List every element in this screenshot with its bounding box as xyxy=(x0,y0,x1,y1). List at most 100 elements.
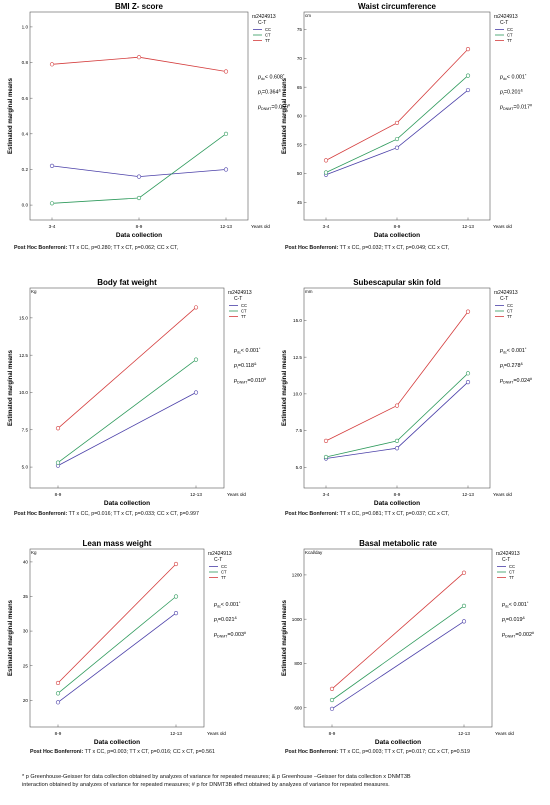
y-tick-label: 30 xyxy=(23,629,29,634)
x-tick-label: 12-13 xyxy=(190,492,202,497)
legend-title: rs2424913 xyxy=(252,14,276,20)
x-tick-label: 12-13 xyxy=(458,731,470,736)
plot-frame xyxy=(29,11,249,221)
data-point-tt xyxy=(394,403,400,408)
plot-frame xyxy=(29,287,225,489)
data-point-ct xyxy=(394,136,400,142)
stat-line-dnmt: pDNMT=0.010# xyxy=(233,377,266,385)
plot-frame xyxy=(303,11,491,221)
chart-title: Basal metabolic rate xyxy=(359,539,437,548)
legend-subtitle: C-T xyxy=(502,557,510,563)
data-point-tt xyxy=(461,570,467,575)
legend-title: rs2424913 xyxy=(228,290,252,296)
data-point-ct xyxy=(394,438,400,443)
legend-subtitle: C-T xyxy=(214,557,222,563)
x-tick-label: 12-13 xyxy=(462,492,474,497)
legend-label-cc: CC xyxy=(509,564,515,569)
y-axis-title: Estimated marginal means xyxy=(8,77,14,154)
posthoc-bmr: Post Hoc Bonferroni: TT x CC, p=0.003; T… xyxy=(285,749,470,755)
chart-1: Waist circumference cm 45 50 55 60 65 70 75 Estim… xyxy=(282,2,532,239)
chart-title: Body fat weight xyxy=(97,278,157,287)
x-tick-label: 8-9 xyxy=(394,492,401,497)
y-tick-label: 1200 xyxy=(292,573,303,578)
x-axis-title: Data collection xyxy=(94,739,140,746)
stat-line-i: pi=0.278& xyxy=(499,362,523,370)
y-tick-label: 0.2 xyxy=(22,167,29,172)
x-tick-label: 3-4 xyxy=(323,492,330,497)
data-point-tt xyxy=(49,62,55,67)
x-tick-label: 8-9 xyxy=(55,731,62,736)
y-axis-title: Estimated marginal means xyxy=(8,599,14,676)
data-point-ct xyxy=(223,131,229,136)
x-suffix-label: Years old xyxy=(227,492,246,497)
data-point-ct xyxy=(323,170,329,175)
series-line-ct xyxy=(57,359,197,463)
chart-title: BMI Z- score xyxy=(115,2,164,11)
legend-label-ct: CT xyxy=(241,309,247,314)
y-unit-label: Kg xyxy=(31,289,37,294)
x-tick-label: 3-4 xyxy=(49,224,56,229)
y-tick-label: 65 xyxy=(297,85,303,90)
stat-line-dnmt: pDNMT=0.002# xyxy=(501,631,534,639)
stat-line-dnmt: pDNMT=0.017# xyxy=(499,104,532,112)
series-line-ct xyxy=(331,605,465,701)
data-point-tt xyxy=(323,158,329,163)
data-point-cc xyxy=(461,619,467,624)
chart-title: Lean mass weight xyxy=(83,539,152,548)
y-tick-label: 5.0 xyxy=(22,465,29,470)
series-line-cc xyxy=(57,612,177,703)
plot-frame xyxy=(29,548,205,728)
data-point-cc xyxy=(394,446,400,451)
data-point-tt xyxy=(55,426,61,431)
chart-title: Subescapular skin fold xyxy=(353,278,441,287)
legend-label-cc: CC xyxy=(221,564,227,569)
y-unit-label: Kcal/day xyxy=(305,550,323,555)
data-point-ct xyxy=(465,73,471,78)
series-line-tt xyxy=(331,572,465,690)
x-axis-title: Data collection xyxy=(374,232,420,239)
y-tick-label: 0.8 xyxy=(22,60,29,65)
stat-line-dc: pdc< 0.001* xyxy=(499,347,527,355)
data-point-ct xyxy=(323,454,329,460)
data-point-tt xyxy=(173,561,179,567)
y-tick-label: 1.0 xyxy=(22,25,29,30)
y-tick-label: 45 xyxy=(297,200,303,205)
posthoc-waist: Post Hoc Bonferroni: TT x CC, p=0.032; T… xyxy=(285,245,450,251)
legend-label-cc: CC xyxy=(241,303,247,308)
legend-label-ct: CT xyxy=(221,570,227,575)
y-unit-label: cm xyxy=(305,13,311,18)
y-unit-label: Kg xyxy=(31,550,37,555)
series-line-tt xyxy=(325,311,469,442)
data-point-tt xyxy=(323,438,329,443)
y-tick-label: 12.5 xyxy=(293,355,302,360)
data-point-ct xyxy=(55,691,61,696)
series-line-cc xyxy=(57,392,197,466)
stat-line-i: pi=0.201& xyxy=(499,89,523,97)
legend-subtitle: C-T xyxy=(234,296,242,302)
x-axis-title: Data collection xyxy=(374,500,420,507)
y-tick-label: 800 xyxy=(294,661,302,666)
legend-title: rs2424913 xyxy=(496,551,520,557)
x-tick-label: 12-13 xyxy=(462,224,474,229)
y-tick-label: 7.5 xyxy=(22,427,29,432)
y-tick-label: 35 xyxy=(23,594,29,599)
chart-0: BMI Z- score 0.0 0.2 0.4 0.6 0.8 1.0 Estimated … xyxy=(8,2,290,239)
chart-title: Waist circumference xyxy=(358,2,437,11)
data-point-cc xyxy=(465,380,471,385)
data-point-ct xyxy=(461,603,467,609)
y-tick-label: 7.5 xyxy=(296,428,303,433)
y-tick-label: 15.0 xyxy=(19,315,28,320)
x-tick-label: 8-9 xyxy=(329,731,336,736)
data-point-ct xyxy=(465,371,471,376)
data-point-ct xyxy=(55,460,61,465)
data-point-ct xyxy=(136,195,142,201)
x-suffix-label: Years old xyxy=(493,492,512,497)
legend-title: rs2424913 xyxy=(494,14,518,20)
legend-label-cc: CC xyxy=(507,303,513,308)
posthoc-lean-mass: Post Hoc Bonferroni: TT x CC, p=0.003; T… xyxy=(30,749,215,755)
y-tick-label: 5.0 xyxy=(296,465,303,470)
legend-label-ct: CT xyxy=(507,33,513,38)
data-point-tt xyxy=(136,55,142,60)
legend-label-ct: CT xyxy=(507,309,513,314)
y-tick-label: 600 xyxy=(294,705,302,710)
